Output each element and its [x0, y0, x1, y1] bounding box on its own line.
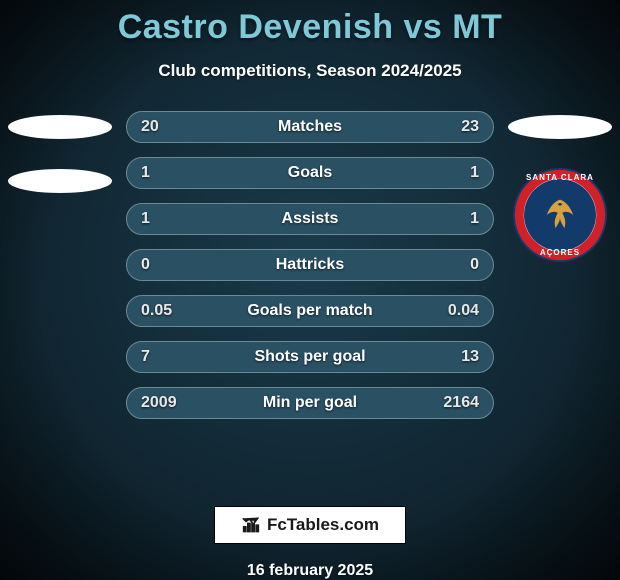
stat-bar: 1 Assists 1	[126, 203, 494, 235]
stat-bar: 0.05 Goals per match 0.04	[126, 295, 494, 327]
stat-bar: 1 Goals 1	[126, 157, 494, 189]
stat-value-left: 0	[141, 256, 150, 274]
subtitle: Club competitions, Season 2024/2025	[158, 61, 461, 81]
badge-inner	[524, 179, 596, 251]
stat-label: Matches	[278, 118, 342, 136]
stat-value-right: 1	[470, 164, 479, 182]
stat-value-left: 1	[141, 164, 150, 182]
stat-value-left: 2009	[141, 394, 177, 412]
stat-label: Hattricks	[276, 256, 344, 274]
stat-value-left: 20	[141, 118, 159, 136]
badge-text-top: SANTA CLARA	[526, 173, 594, 182]
stat-bar: 7 Shots per goal 13	[126, 341, 494, 373]
stat-bar: 0 Hattricks 0	[126, 249, 494, 281]
stat-value-left: 0.05	[141, 302, 172, 320]
brand-text: FcTables.com	[267, 515, 379, 535]
placeholder-ellipse	[8, 169, 112, 193]
stat-value-right: 2164	[443, 394, 479, 412]
badge-text-bottom: AÇORES	[540, 248, 580, 257]
stat-value-right: 0.04	[448, 302, 479, 320]
stat-value-right: 1	[470, 210, 479, 228]
stat-value-right: 0	[470, 256, 479, 274]
date-text: 16 february 2025	[247, 562, 373, 580]
eagle-icon	[538, 193, 582, 237]
stat-value-right: 23	[461, 118, 479, 136]
stat-value-left: 7	[141, 348, 150, 366]
stat-value-right: 13	[461, 348, 479, 366]
stat-value-left: 1	[141, 210, 150, 228]
stat-bar: 2009 Min per goal 2164	[126, 387, 494, 419]
left-player-placeholder	[0, 111, 120, 193]
stat-label: Min per goal	[263, 394, 357, 412]
stat-label: Shots per goal	[254, 348, 365, 366]
stats-bars: 20 Matches 23 1 Goals 1 1 Assists 1 0 Hattricks 0 0.…	[126, 111, 494, 419]
stat-label: Goals	[288, 164, 332, 182]
chart-icon	[241, 515, 261, 535]
stat-bar: 20 Matches 23	[126, 111, 494, 143]
brand-box[interactable]: FcTables.com	[214, 506, 406, 544]
page-title: Castro Devenish vs MT	[118, 8, 503, 47]
right-player-placeholder	[508, 115, 612, 139]
stat-label: Goals per match	[247, 302, 372, 320]
club-badge: SANTA CLARA AÇORES	[512, 167, 608, 263]
placeholder-ellipse	[8, 115, 112, 139]
stat-label: Assists	[282, 210, 339, 228]
